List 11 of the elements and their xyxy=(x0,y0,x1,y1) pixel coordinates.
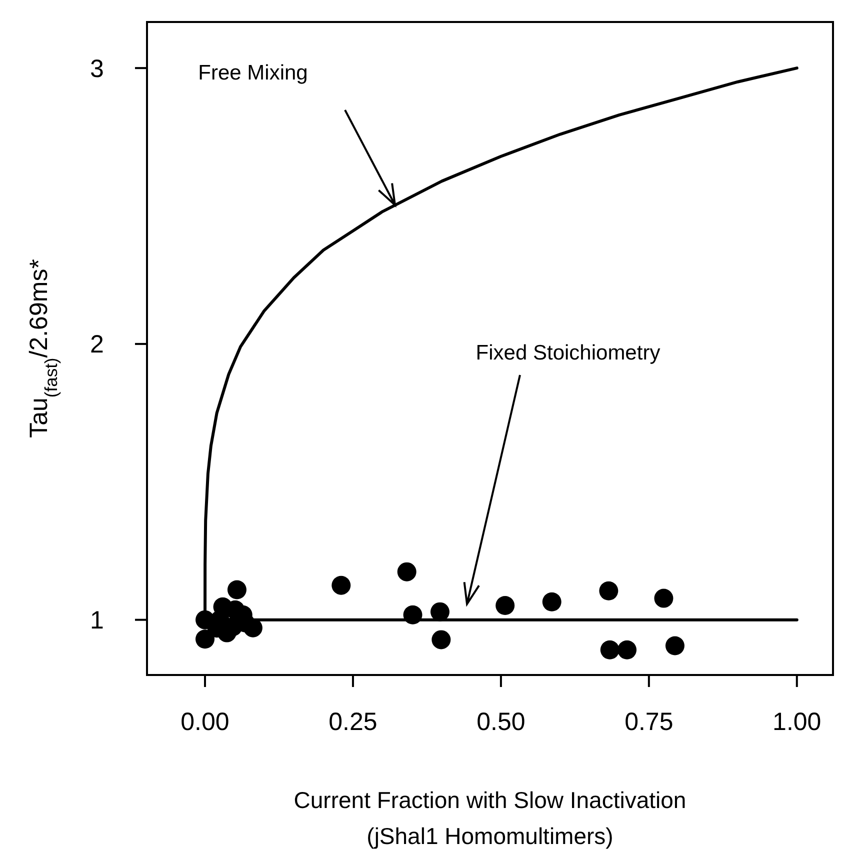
x-tick-label: 0.75 xyxy=(624,708,674,736)
x-tick-label: 0.25 xyxy=(328,708,378,736)
annotation: Free Mixing xyxy=(198,61,308,84)
x-axis-title: Current Fraction with Slow Inactivation (jShal1 Homomultimers) xyxy=(294,787,686,849)
x-tick-label: 1.00 xyxy=(772,708,822,736)
x-tick-label: 0.00 xyxy=(180,708,230,736)
y-tick-label: 3 xyxy=(90,54,104,83)
annotation: Fixed Stoichiometry xyxy=(476,341,661,364)
y-tick-label: 1 xyxy=(90,606,104,635)
y-tick-label: 2 xyxy=(90,330,104,359)
x-tick-label: 0.50 xyxy=(476,708,526,736)
